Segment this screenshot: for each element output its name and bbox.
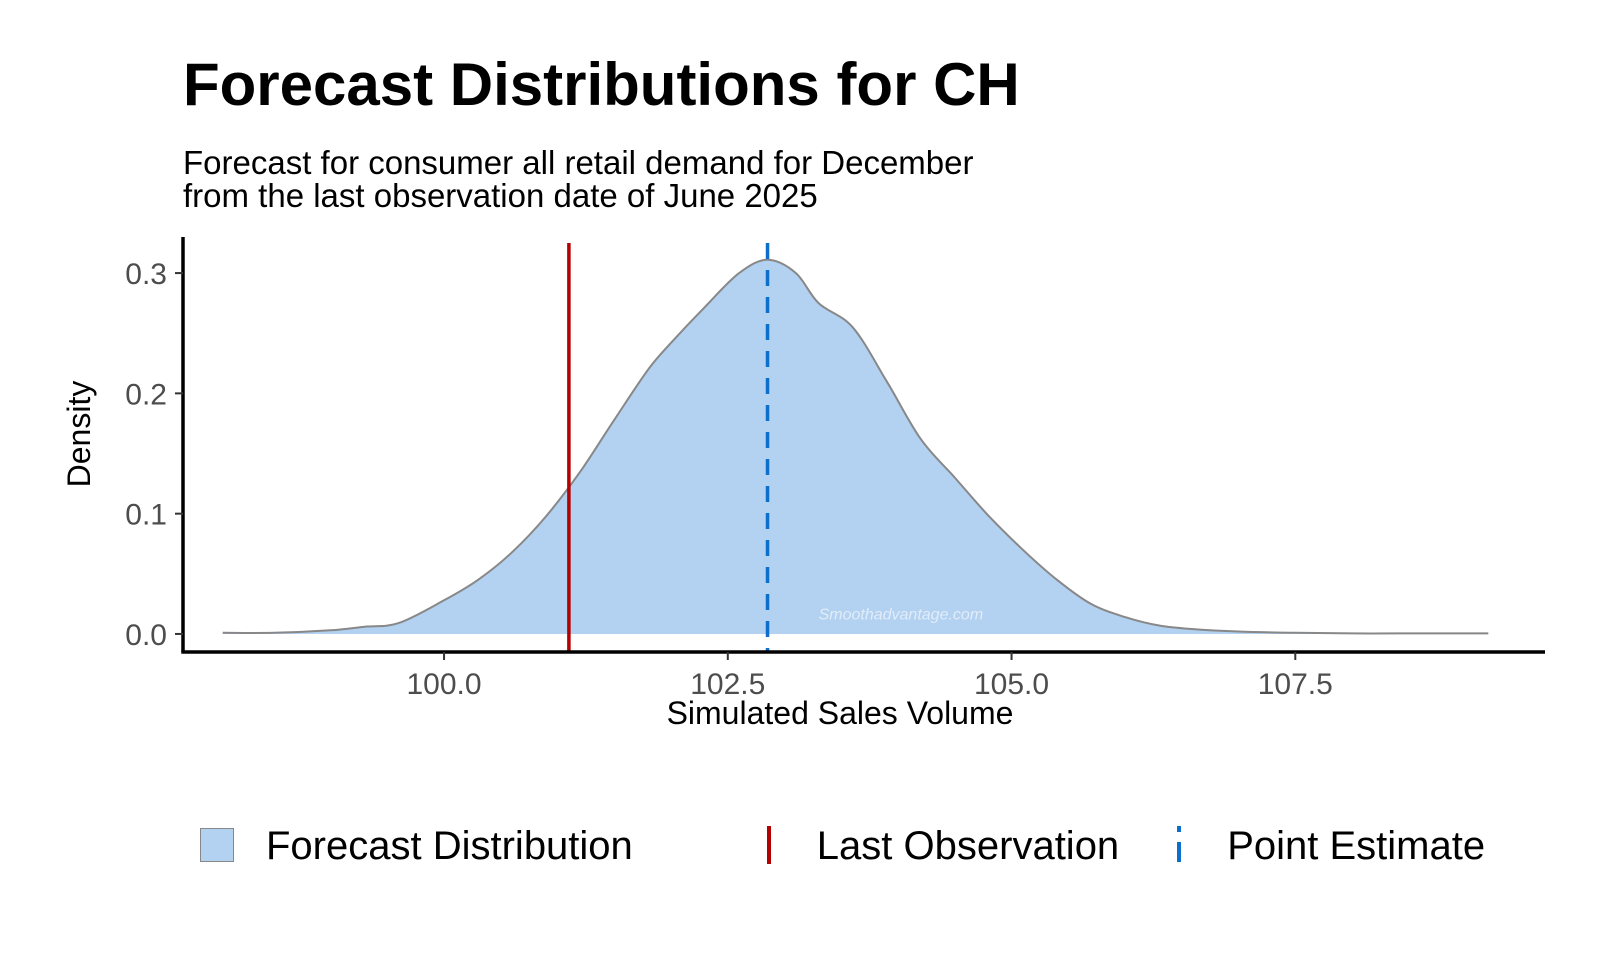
legend-label-point-estimate: Point Estimate [1227, 824, 1486, 868]
y-tick-label: 0.3 [125, 258, 167, 291]
legend-key-forecast [200, 826, 236, 866]
y-tick-label: 0.1 [125, 499, 167, 532]
y-tick-label: 0.0 [125, 619, 167, 652]
y-tick-label: 0.2 [125, 378, 167, 411]
x-tick-label: 107.5 [1258, 668, 1333, 701]
legend-label-last-observation: Last Observation [816, 824, 1120, 868]
legend-item-last-observation: Last Observation [751, 826, 1119, 866]
density-outline [222, 258, 1489, 635]
legend-label-forecast: Forecast Distribution [266, 824, 633, 868]
legend-swatch-forecast [200, 828, 234, 862]
x-axis-title: Simulated Sales Volume [667, 695, 1014, 731]
x-tick-label: 105.0 [974, 668, 1049, 701]
chart-title: Forecast Distributions for CH [183, 51, 1020, 118]
x-tick-label: 102.5 [690, 668, 765, 701]
legend-key-last-observation [751, 826, 787, 866]
subtitle-line-2: from the last observation date of June 2… [183, 177, 818, 214]
subtitle-line-1: Forecast for consumer all retail demand … [183, 144, 974, 181]
legend-item-forecast: Forecast Distribution [200, 826, 633, 866]
legend-swatch-point-estimate [1177, 826, 1182, 832]
legend-swatch-point-estimate-dash [1177, 842, 1182, 862]
legend-item-point-estimate: Point Estimate [1161, 826, 1485, 866]
axes: 0.0 0.1 0.2 0.3 100.0 102.5 105.0 107.5 [125, 237, 1545, 701]
chart-subtitle: Forecast for consumer all retail demand … [183, 146, 974, 212]
legend-key-point-estimate [1161, 826, 1197, 866]
plot-area: Smoothadvantage.com [222, 243, 1489, 652]
x-tick-label: 100.0 [407, 668, 482, 701]
density-area [222, 259, 1489, 634]
y-axis-title: Density [61, 381, 97, 488]
legend-swatch-last-observation [766, 826, 771, 864]
legend: Forecast Distribution Last Observation P… [200, 818, 1485, 874]
watermark-text: Smoothadvantage.com [819, 607, 984, 624]
